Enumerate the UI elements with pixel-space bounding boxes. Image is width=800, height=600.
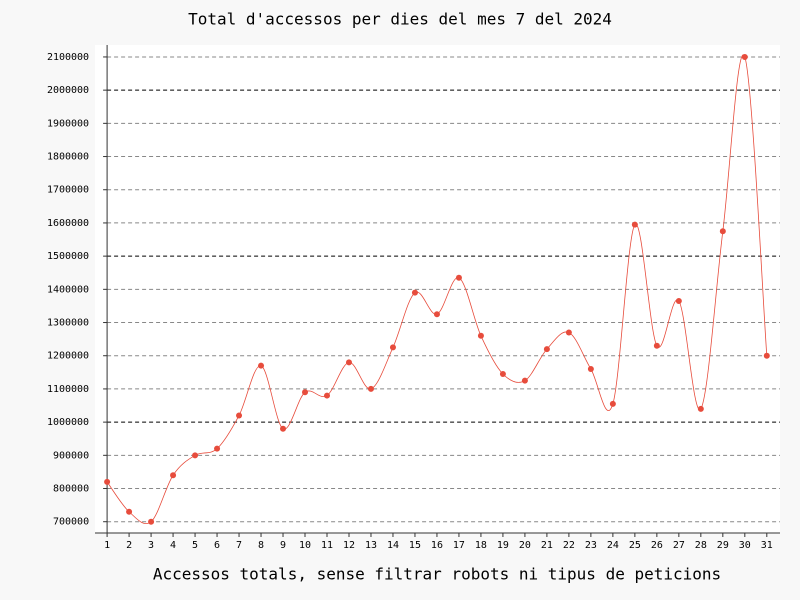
y-tick-label: 800000 xyxy=(53,484,89,495)
y-tick-label: 1600000 xyxy=(47,218,89,229)
x-tick-label: 15 xyxy=(409,540,421,551)
y-tick-label: 1700000 xyxy=(47,185,89,196)
data-point xyxy=(543,346,550,353)
x-tick-label: 9 xyxy=(280,540,286,551)
data-point xyxy=(367,385,374,392)
x-tick-label: 26 xyxy=(651,540,663,551)
data-point xyxy=(455,274,462,281)
data-point xyxy=(587,366,594,373)
data-point xyxy=(565,329,572,336)
y-tick-label: 1800000 xyxy=(47,152,89,163)
y-tick-label: 2100000 xyxy=(47,52,89,63)
x-tick-label: 25 xyxy=(629,540,641,551)
x-tick-label: 19 xyxy=(497,540,509,551)
x-tick-label: 20 xyxy=(519,540,531,551)
data-point xyxy=(763,352,770,359)
data-point xyxy=(126,508,133,515)
data-point xyxy=(148,518,155,525)
data-point xyxy=(104,478,111,485)
x-tick-label: 7 xyxy=(236,540,242,551)
y-tick-label: 1900000 xyxy=(47,118,89,129)
y-tick-label: 1000000 xyxy=(47,417,89,428)
x-tick-label: 18 xyxy=(475,540,487,551)
x-tick-label: 28 xyxy=(695,540,707,551)
x-tick-label: 23 xyxy=(585,540,597,551)
data-point xyxy=(236,412,243,419)
data-point xyxy=(170,472,177,479)
data-point xyxy=(280,425,287,432)
data-point xyxy=(411,289,418,296)
x-tick-label: 29 xyxy=(717,540,729,551)
data-point xyxy=(653,342,660,349)
data-point xyxy=(609,400,616,407)
data-point xyxy=(499,370,506,377)
x-tick-label: 14 xyxy=(387,540,399,551)
data-point xyxy=(433,311,440,318)
x-tick-label: 12 xyxy=(343,540,355,551)
x-tick-label: 22 xyxy=(563,540,575,551)
x-tick-label: 24 xyxy=(607,540,619,551)
x-tick-label: 27 xyxy=(673,540,685,551)
x-tick-label: 30 xyxy=(739,540,751,551)
x-tick-label: 31 xyxy=(761,540,773,551)
x-tick-label: 13 xyxy=(365,540,377,551)
x-tick-label: 3 xyxy=(148,540,154,551)
data-point xyxy=(719,228,726,235)
x-tick-label: 21 xyxy=(541,540,553,551)
chart-title: Total d'accessos per dies del mes 7 del … xyxy=(188,10,612,29)
x-tick-label: 2 xyxy=(126,540,132,551)
data-point xyxy=(323,392,330,399)
y-tick-label: 1300000 xyxy=(47,318,89,329)
data-point xyxy=(697,405,704,412)
data-point xyxy=(477,332,484,339)
data-point xyxy=(741,53,748,60)
y-tick-label: 700000 xyxy=(53,517,89,528)
data-point xyxy=(192,452,199,459)
y-tick-label: 2000000 xyxy=(47,85,89,96)
x-tick-label: 5 xyxy=(192,540,198,551)
x-tick-label: 16 xyxy=(431,540,443,551)
x-tick-label: 6 xyxy=(214,540,220,551)
x-tick-label: 11 xyxy=(321,540,333,551)
x-axis-label: Accessos totals, sense filtrar robots ni… xyxy=(153,565,721,584)
y-tick-label: 1100000 xyxy=(47,384,89,395)
data-point xyxy=(389,344,396,351)
data-point xyxy=(302,389,309,396)
data-point xyxy=(258,362,265,369)
data-point xyxy=(345,359,352,366)
x-tick-label: 8 xyxy=(258,540,264,551)
x-tick-label: 4 xyxy=(170,540,176,551)
data-point xyxy=(675,297,682,304)
x-tick-label: 17 xyxy=(453,540,465,551)
y-tick-label: 900000 xyxy=(53,450,89,461)
y-tick-label: 1400000 xyxy=(47,284,89,295)
x-tick-label: 10 xyxy=(299,540,311,551)
x-tick-label: 1 xyxy=(104,540,110,551)
data-point xyxy=(521,377,528,384)
data-point xyxy=(214,445,221,452)
y-tick-label: 1500000 xyxy=(47,251,89,262)
data-point xyxy=(631,221,638,228)
y-tick-label: 1200000 xyxy=(47,351,89,362)
